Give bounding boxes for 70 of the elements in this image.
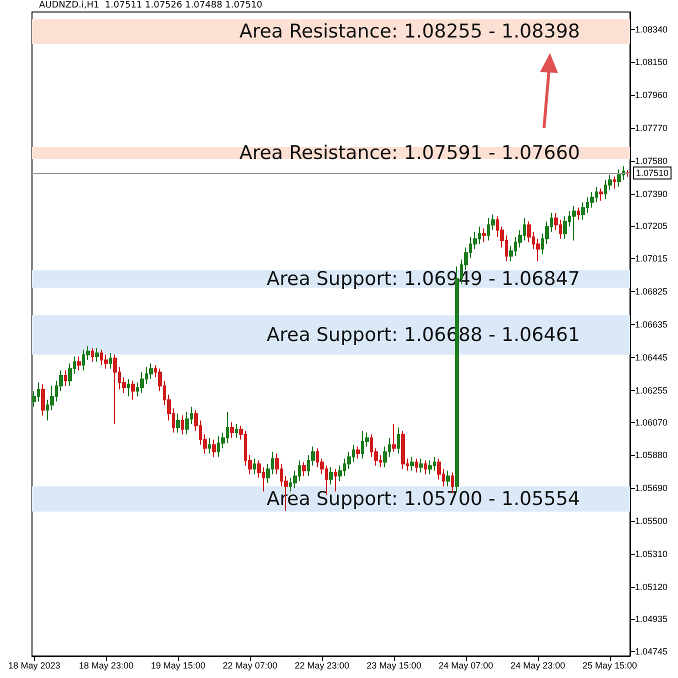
candlestick [253, 458, 256, 475]
y-tick-label: 1.07205 [635, 220, 668, 231]
candlestick [446, 470, 450, 487]
y-tick-label: 1.07960 [635, 90, 668, 100]
candlestick [208, 437, 211, 454]
y-tick-label: 1.06635 [635, 319, 668, 330]
candlestick [577, 207, 580, 220]
candlestick [482, 228, 486, 243]
y-tick-label: 1.06825 [635, 286, 668, 297]
candlestick [212, 439, 216, 458]
candlestick [626, 170, 630, 178]
x-tick-label: 24 May 23:00 [510, 660, 566, 670]
candlestick [613, 176, 616, 190]
candlestick [356, 446, 360, 460]
x-tick-label: 19 May 15:00 [150, 660, 206, 670]
y-tick-label: 1.05310 [635, 548, 668, 559]
candlestick [397, 426, 400, 454]
ref-line-label: 1.07510 [636, 168, 669, 178]
candlestick [392, 424, 396, 452]
x-tick-label: 24 May 07:00 [438, 660, 494, 670]
candlestick [41, 384, 45, 416]
y-tick-label: 1.08340 [635, 24, 668, 34]
x-tick-label: 18 May 2023 [8, 660, 60, 670]
x-tick-label: 25 May 15:00 [582, 660, 638, 670]
candlestick [424, 460, 427, 475]
x-tick-label: 22 May 07:00 [222, 660, 278, 670]
candlestick [419, 458, 423, 473]
y-tick-label: 1.06070 [635, 417, 668, 428]
candlestick [95, 347, 99, 362]
y-tick-label: 1.04935 [635, 614, 668, 624]
chart-title: AUDNZD.i,H1 1.07511 1.07526 1.07488 1.07510 [39, 0, 263, 10]
candlestick [77, 356, 81, 371]
x-tick-label: 23 May 15:00 [366, 660, 422, 670]
candlestick [599, 188, 603, 202]
band-label: Area Resistance: 1.07591 - 1.07660 [239, 142, 580, 164]
candlestick [401, 430, 405, 470]
y-tick-label: 1.05880 [635, 450, 668, 460]
y-tick-label: 1.04745 [635, 646, 668, 657]
candlestick [428, 460, 432, 475]
band-label: Area Resistance: 1.08255 - 1.08398 [239, 20, 580, 43]
y-tick-label: 1.08150 [635, 57, 668, 68]
candlestick [334, 468, 337, 492]
y-tick-label: 1.07770 [635, 122, 668, 133]
candlestick [410, 456, 414, 472]
y-tick-label: 1.07015 [635, 254, 668, 264]
y-tick-label: 1.07390 [635, 188, 668, 199]
candlestick [415, 458, 418, 473]
x-tick-label: 18 May 23:00 [78, 660, 134, 670]
candlestick [230, 422, 234, 438]
candlestick [176, 413, 180, 434]
x-tick-label: 22 May 23:00 [294, 660, 350, 670]
candlestick [617, 169, 621, 188]
candlestick [113, 354, 117, 425]
y-tick-label: 1.05500 [635, 516, 668, 526]
candlestick [109, 352, 112, 370]
candlestick [572, 205, 576, 242]
candlestick [127, 378, 130, 397]
y-tick-label: 1.06445 [635, 352, 668, 362]
y-tick-label: 1.05120 [635, 582, 668, 592]
candlestick [302, 462, 306, 476]
candlestick [131, 380, 135, 400]
candlestick [149, 362, 153, 380]
y-tick-label: 1.07580 [635, 156, 668, 166]
y-tick-label: 1.05690 [635, 483, 668, 494]
candlestick [181, 414, 184, 435]
candlestick [235, 424, 238, 438]
candlestick [91, 347, 94, 362]
candlestick [329, 466, 333, 486]
candlestick [64, 370, 67, 386]
y-tick-label: 1.06255 [635, 385, 668, 396]
